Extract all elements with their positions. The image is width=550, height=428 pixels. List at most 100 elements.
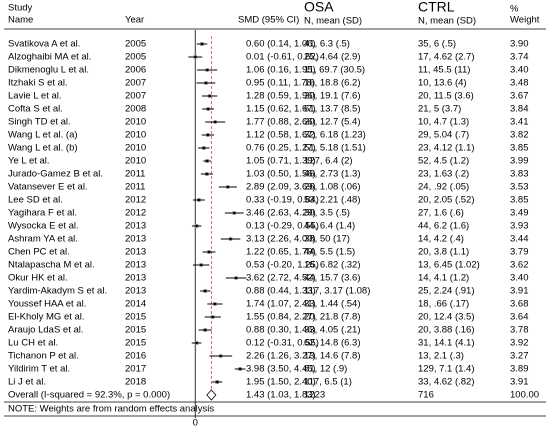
weight-label: 3.40 [510,65,529,76]
weight-label: 3.83 [510,169,529,180]
study-year: 2013 [125,234,146,245]
study-year: 2007 [125,91,146,102]
header-weight: Weight [510,15,540,26]
point-estimate [213,302,217,306]
smd-label: 1.22 (0.65, 1.79) [246,247,316,258]
header-study: Study [8,3,33,14]
ctrl-value: 21, 5 (3.7) [418,104,461,115]
osa-value: 44, 5.5 (1.5) [304,247,355,258]
study-name: Youssef HAA et al. [8,299,86,310]
weight-label: 3.92 [510,338,529,349]
osa-value: 20, 21.8 (7.8) [304,312,361,323]
osa-value: 61, 13.7 (8.5) [304,104,361,115]
study-year: 2005 [125,39,146,50]
ctrl-value: 20, 12.4 (3.5) [418,312,475,323]
point-estimate [197,198,201,202]
study-name: Dikmenoglu L et al. [8,65,89,76]
ctrl-value: 20, 3.8 (1.1) [418,247,469,258]
weight-label: 3.85 [510,143,529,154]
ctrl-value: 14, 4.1 (1.2) [418,273,469,284]
study-name: Lavie L et al. [8,91,62,102]
weight-label: 3.27 [510,351,529,362]
ctrl-value: 20, 2.05 (.52) [418,195,475,206]
point-estimate [195,224,198,228]
point-estimate [211,315,214,319]
point-estimate [214,120,217,124]
point-estimate [229,237,232,241]
smd-label: 3.13 (2.26, 4.00) [246,234,316,245]
study-name: Singh TD et al. [8,117,71,128]
point-estimate [203,328,207,332]
smd-label: 1.55 (0.84, 2.27) [246,312,316,323]
study-name: Ye L et al. [8,156,50,167]
point-estimate [205,68,209,72]
osa-value: 33, 4.05 (.21) [304,325,361,336]
study-year: 2013 [125,247,146,258]
study-year: 2011 [125,169,145,180]
osa-value: 30, 3.5 (.5) [304,208,350,219]
osa-value: 46, 2.73 (1.3) [304,169,361,180]
study-name: Chen PC et al. [8,247,70,258]
smd-label: 1.06 (0.16, 1.95) [246,65,316,76]
header-smd: SMD (95% CI) [238,15,299,26]
osa-value: 25, 4.64 (2.9) [304,52,361,63]
study-name: Cofta S et al. [8,104,63,115]
ctrl-value: 20, 3.88 (.16) [418,325,475,336]
study-year: 2013 [125,260,146,271]
ctrl-value: 18, .66 (.17) [418,299,469,310]
weight-label: 3.64 [510,312,529,323]
header-ctrl: CTRL [418,0,455,15]
ctrl-value: 20, 11.5 (3.6) [418,91,474,102]
point-estimate [200,263,203,267]
ctrl-value: 17, 4.62 (2.7) [418,52,475,63]
header-pct: % [510,4,519,15]
weight-label: 3.91 [510,377,529,388]
point-estimate [200,42,204,46]
study-year: 2018 [125,377,146,388]
study-year: 2005 [125,52,146,63]
weight-label: 3.91 [510,286,529,297]
point-estimate [203,289,207,293]
study-name: Araujo LdaS et al. [8,325,84,336]
overall-ctrl: 716 [418,390,434,401]
study-name: Yardim-Akadym S et al. [8,286,107,297]
ctrl-value: 52, 4.5 (1.2) [418,156,469,167]
header-ctrl-sub: N, mean (SD) [418,16,476,27]
smd-label: 0.33 (-0.19, 0.84) [246,195,319,206]
smd-label: 0.12 (-0.31, 0.55) [246,338,319,349]
weight-label: 3.41 [510,117,529,128]
study-year: 2010 [125,117,146,128]
ctrl-value: 35, 6 (.5) [418,39,456,50]
ctrl-value: 23, 4.12 (1.1) [418,143,475,154]
overall-label: Overall (I-squared = 92.3%, p = 0.000) [8,390,170,401]
osa-value: 11, 69.7 (30.5) [304,65,365,76]
smd-label: 0.60 (0.14, 1.06) [246,39,316,50]
ctrl-value: 10, 13.6 (4) [418,78,467,89]
note: NOTE: Weights are from random effects an… [8,404,214,415]
osa-value: 38, 50 (17) [304,234,350,245]
osa-value: 51, 5.18 (1.51) [304,143,366,154]
osa-value: 41, 6.3 (.5) [304,39,350,50]
point-estimate [195,341,198,345]
weight-label: 3.48 [510,78,529,89]
smd-label: 1.74 (1.07, 2.41) [246,299,316,310]
study-name: Itzhaki S et al. [8,78,68,89]
study-year: 2011 [125,182,145,193]
overall-smd-label: 1.43 (1.03, 1.83) [246,390,316,401]
weight-label: 3.93 [510,221,529,232]
study-name: Wang L et al. (b) [8,143,78,154]
ctrl-value: 10, 4.7 (1.3) [418,117,469,128]
weight-label: 3.62 [510,260,529,271]
osa-value: 13, 14.6 (7.8) [304,351,361,362]
smd-label: 2.26 (1.26, 3.27) [246,351,316,362]
smd-label: 2.89 (2.09, 3.69) [246,182,316,193]
weight-label: 3.84 [510,104,529,115]
osa-value: 62, 14.8 (6.3) [304,338,361,349]
weight-label: 3.89 [510,364,529,375]
weight-label: 3.90 [510,39,529,50]
osa-value: 81, 12 (.9) [304,364,347,375]
header-year: Year [125,15,144,26]
weight-label: 3.53 [510,182,529,193]
weight-label: 3.74 [510,52,529,63]
